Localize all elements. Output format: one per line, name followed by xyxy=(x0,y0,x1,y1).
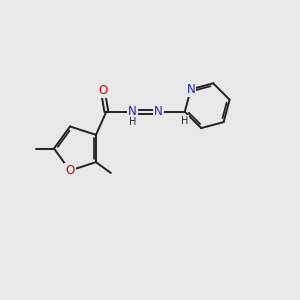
Text: O: O xyxy=(65,164,75,177)
Text: H: H xyxy=(129,116,136,127)
Text: O: O xyxy=(98,84,107,97)
Text: N: N xyxy=(128,105,137,118)
Text: H: H xyxy=(181,116,188,126)
Text: N: N xyxy=(186,83,195,96)
Text: N: N xyxy=(154,105,163,118)
